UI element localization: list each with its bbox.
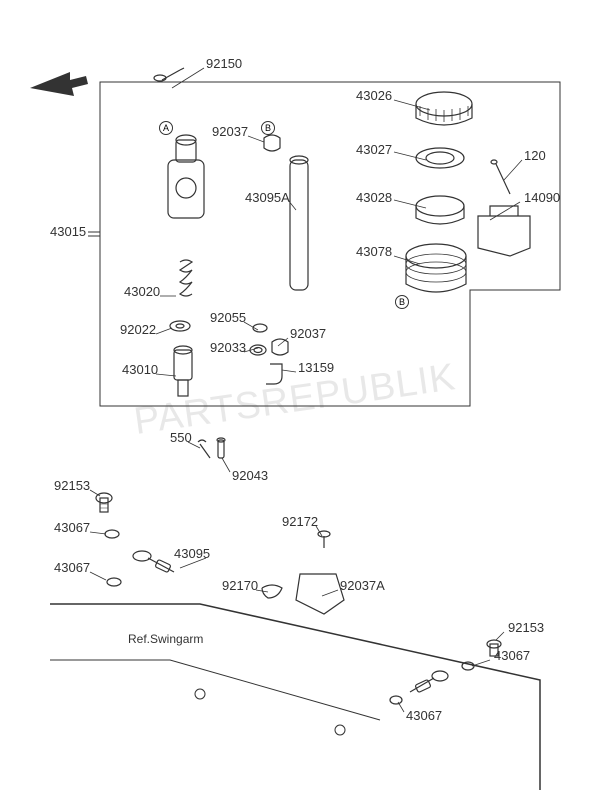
part-reservoir-43078 [406,244,466,292]
label-92153b: 92153 [508,620,544,635]
part-bracket-92037a [296,574,344,614]
part-oring-43067-b [107,578,121,586]
part-clamp-92037 [264,135,280,151]
label-43067a: 43067 [54,520,90,535]
label-92037a-suffix: 92037A [340,578,385,593]
part-hose-fitting-right [410,671,448,693]
part-washer-92022 [170,321,190,331]
marker-b-2: B [395,295,409,309]
label-92043: 92043 [232,468,268,483]
label-43095: 43095 [174,546,210,561]
part-oring-43067-a [105,530,119,538]
label-92150: 92150 [206,56,242,71]
label-43027: 43027 [356,142,392,157]
marker-b-1: B [261,121,275,135]
part-plate-43028 [416,196,464,224]
label-43028: 43028 [356,190,392,205]
label-43067c: 43067 [494,648,530,663]
part-screw-120 [491,160,510,194]
diagram-container: PARTSREPUBLIK [0,0,589,799]
part-pin-92043 [217,438,225,458]
part-cover-14090 [478,206,530,256]
label-92037: 92037 [212,124,248,139]
part-hose-43095a [290,156,308,290]
part-hose-43095 [133,551,174,573]
part-elbow-13159 [266,364,282,384]
part-piston-43010 [174,346,192,396]
part-oring-43067-d [390,696,402,704]
part-oring-92055 [253,324,267,332]
label-43026: 43026 [356,88,392,103]
part-oring-43067-c [462,662,474,670]
label-92037b: 92037 [290,326,326,341]
label-14090: 14090 [524,190,560,205]
part-spring-43020 [180,260,192,296]
part-diaphragm-43027 [416,148,464,168]
part-pin-550 [198,440,210,458]
label-43020: 43020 [124,284,160,299]
part-clamp-92037-b [272,339,288,355]
part-bolt-92150 [154,68,184,81]
label-92172: 92172 [282,514,318,529]
label-43067b: 43067 [54,560,90,575]
marker-a: A [159,121,173,135]
label-92022: 92022 [120,322,156,337]
label-43095a: 43095A [245,190,290,205]
label-43067d: 43067 [406,708,442,723]
part-clamp-92170 [262,585,282,598]
parts-illustrations [0,0,589,799]
part-master-cylinder [168,135,204,218]
part-screw-92172 [318,531,330,548]
label-43010: 43010 [122,362,158,377]
label-92170: 92170 [222,578,258,593]
label-120: 120 [524,148,546,163]
ref-swingarm-label: Ref.Swingarm [128,632,203,646]
label-43015: 43015 [50,224,86,239]
label-13159: 13159 [298,360,334,375]
part-circlip-92033 [250,345,266,355]
part-cap-43026 [416,92,472,125]
label-92153: 92153 [54,478,90,493]
label-92033: 92033 [210,340,246,355]
label-43078: 43078 [356,244,392,259]
label-92055: 92055 [210,310,246,325]
label-550: 550 [170,430,192,445]
part-banjo-bolt-92153 [96,493,112,512]
